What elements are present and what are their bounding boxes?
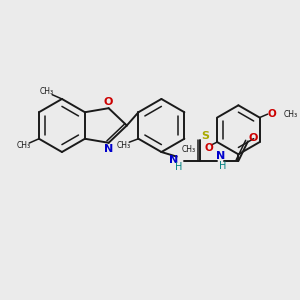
Text: CH₃: CH₃ — [182, 146, 196, 154]
Text: O: O — [268, 109, 277, 119]
Text: N: N — [169, 155, 178, 165]
Text: CH₃: CH₃ — [117, 141, 131, 150]
Text: CH₃: CH₃ — [17, 142, 31, 151]
Text: O: O — [205, 143, 214, 153]
Text: CH₃: CH₃ — [284, 110, 298, 118]
Text: O: O — [103, 97, 113, 107]
Text: N: N — [104, 144, 113, 154]
Text: S: S — [202, 131, 209, 141]
Text: N: N — [216, 151, 225, 161]
Text: H: H — [175, 162, 182, 172]
Text: CH₃: CH₃ — [40, 87, 54, 96]
Text: O: O — [248, 134, 258, 143]
Text: H: H — [219, 161, 226, 171]
